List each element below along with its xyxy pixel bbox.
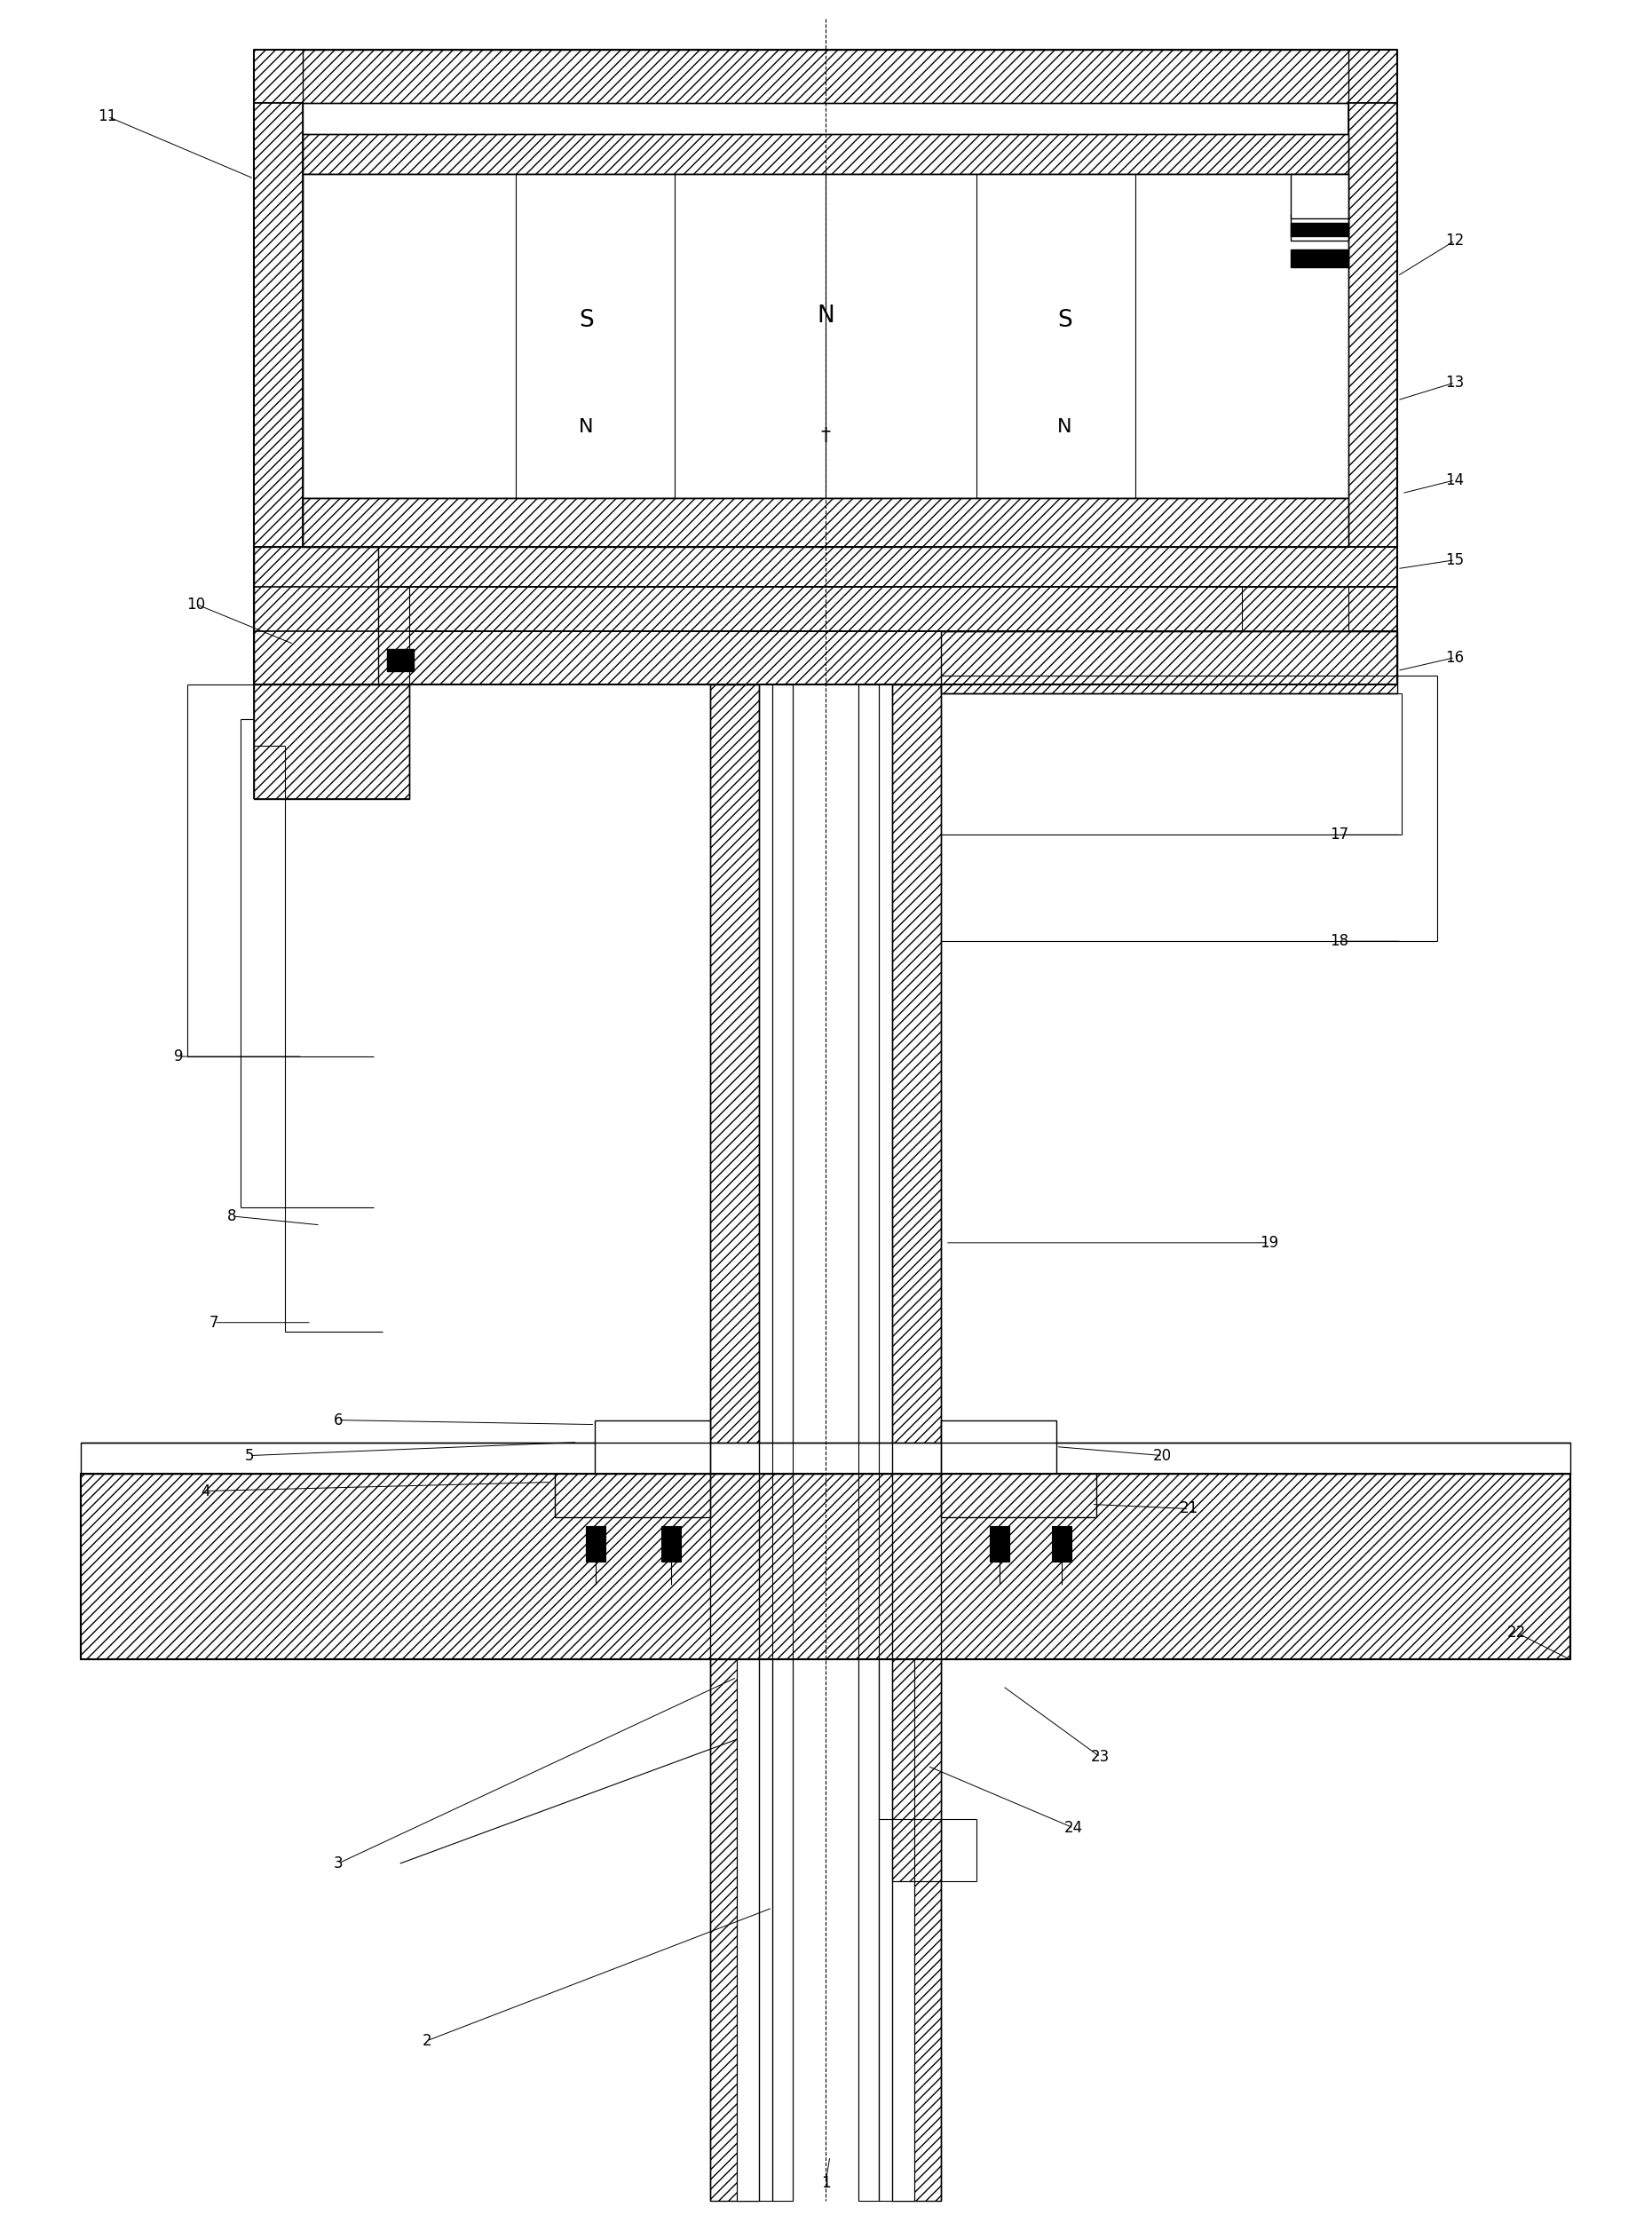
Text: S: S bbox=[578, 308, 593, 332]
Bar bbox=[1290, 215, 1348, 241]
Bar bbox=[254, 587, 1398, 631]
Bar bbox=[81, 1442, 1569, 1473]
Text: N: N bbox=[1057, 419, 1072, 436]
Bar bbox=[302, 175, 1348, 498]
Bar bbox=[254, 547, 1398, 587]
Text: 8: 8 bbox=[226, 1207, 236, 1225]
Text: 17: 17 bbox=[1330, 826, 1350, 842]
Bar bbox=[254, 547, 378, 715]
Text: 13: 13 bbox=[1446, 374, 1464, 390]
Text: 4: 4 bbox=[200, 1484, 210, 1500]
Bar bbox=[254, 51, 1398, 104]
Bar bbox=[1242, 587, 1348, 684]
Bar bbox=[81, 1473, 1569, 1659]
Bar bbox=[555, 1473, 710, 1517]
Text: N: N bbox=[578, 419, 593, 436]
Bar bbox=[1348, 104, 1398, 684]
Bar bbox=[737, 1659, 773, 2199]
Text: N: N bbox=[816, 303, 834, 328]
Bar bbox=[586, 1526, 606, 1562]
Bar bbox=[387, 649, 413, 671]
Bar bbox=[1290, 224, 1348, 237]
Bar bbox=[302, 135, 1348, 175]
Text: 18: 18 bbox=[1330, 933, 1350, 950]
Text: 7: 7 bbox=[210, 1313, 218, 1331]
Bar bbox=[1290, 250, 1348, 268]
Bar bbox=[859, 684, 879, 2199]
Text: 22: 22 bbox=[1508, 1626, 1526, 1641]
Text: 9: 9 bbox=[173, 1048, 183, 1065]
Text: S: S bbox=[1057, 308, 1072, 332]
Bar bbox=[302, 498, 1348, 547]
Bar bbox=[940, 631, 1398, 693]
Text: 23: 23 bbox=[1090, 1750, 1110, 1765]
Bar bbox=[892, 1659, 940, 1881]
Text: 5: 5 bbox=[244, 1449, 254, 1464]
Bar bbox=[1290, 175, 1348, 219]
Text: $\dagger$: $\dagger$ bbox=[819, 427, 831, 445]
Text: 20: 20 bbox=[1153, 1449, 1171, 1464]
Bar bbox=[710, 684, 758, 2199]
Bar bbox=[1211, 649, 1237, 671]
Bar bbox=[254, 104, 302, 684]
Text: 21: 21 bbox=[1180, 1502, 1198, 1517]
Text: 16: 16 bbox=[1446, 649, 1464, 664]
Bar bbox=[773, 684, 793, 2199]
Bar bbox=[302, 51, 1348, 104]
Text: 1: 1 bbox=[821, 2175, 831, 2191]
Bar bbox=[254, 684, 410, 800]
Bar bbox=[302, 587, 410, 684]
Bar bbox=[892, 684, 940, 2199]
Text: 24: 24 bbox=[1064, 1821, 1084, 1836]
Text: 6: 6 bbox=[334, 1413, 342, 1429]
Text: 11: 11 bbox=[97, 109, 117, 124]
Text: 2: 2 bbox=[421, 2033, 431, 2049]
Bar bbox=[595, 1420, 710, 1473]
Text: 14: 14 bbox=[1446, 472, 1464, 487]
Bar bbox=[879, 1659, 914, 2199]
Bar bbox=[990, 1526, 1009, 1562]
Bar bbox=[1052, 1526, 1070, 1562]
Bar bbox=[661, 1526, 681, 1562]
Text: 10: 10 bbox=[187, 596, 205, 611]
Text: 15: 15 bbox=[1446, 552, 1464, 567]
Text: 3: 3 bbox=[334, 1856, 342, 1872]
Text: 19: 19 bbox=[1259, 1234, 1279, 1251]
Bar bbox=[940, 1420, 1056, 1473]
Text: 12: 12 bbox=[1446, 233, 1464, 248]
Bar bbox=[940, 1473, 1095, 1517]
Bar bbox=[254, 631, 1398, 684]
